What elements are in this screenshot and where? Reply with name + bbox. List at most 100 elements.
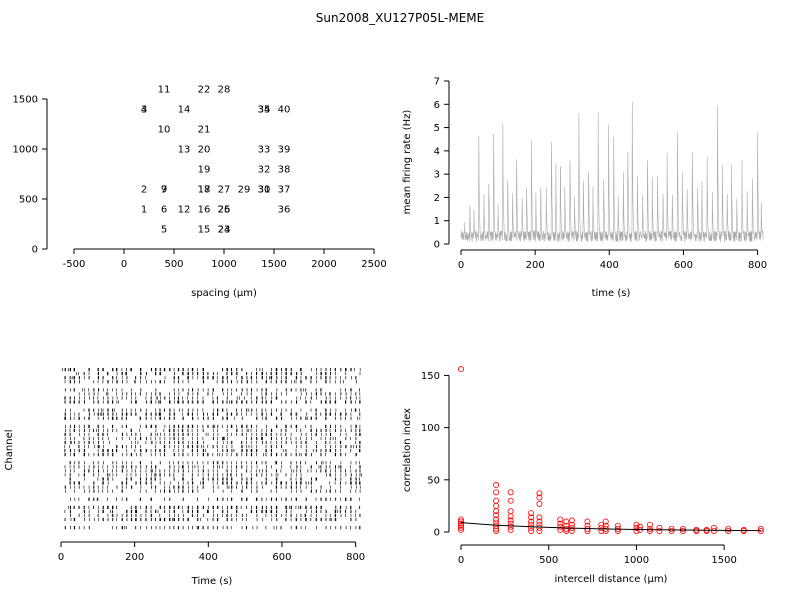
y-tick-label: 6	[434, 100, 440, 111]
y-tick-label: 0	[434, 528, 440, 539]
electrode-label: 7	[161, 185, 167, 196]
correlation-point	[536, 524, 543, 531]
electrode-label: 21	[198, 125, 211, 136]
electrode-label: 27	[218, 185, 231, 196]
x-tick-label: 0	[458, 555, 464, 566]
correlation-point	[646, 525, 653, 532]
correlation-point	[493, 525, 500, 532]
correlation-point	[710, 527, 717, 534]
correlation-point	[757, 525, 764, 532]
correlation-point	[568, 521, 575, 528]
correlation-point	[528, 518, 535, 525]
electrode-label: 38	[278, 165, 291, 176]
y-tick-label: 7	[434, 77, 440, 88]
x-tick-label: 2000	[311, 259, 336, 270]
x-tick-label: 800	[748, 260, 767, 271]
correlation-point	[507, 513, 514, 520]
correlation-point	[656, 524, 663, 531]
correlation-point	[493, 516, 500, 523]
x-tick-label: 1000	[624, 555, 649, 566]
firing-rate-line	[460, 101, 764, 243]
correlation-point	[457, 522, 464, 529]
electrode-label: 37	[278, 185, 291, 196]
x-tick-label: 1500	[261, 259, 286, 270]
y-axis-label: correlation index	[402, 408, 413, 492]
y-tick-label: 5	[434, 123, 440, 134]
electrode-label: 24	[218, 225, 231, 236]
electrode-label: 14	[178, 105, 191, 116]
electrode-label: 13	[178, 145, 191, 156]
x-tick-label: 0	[458, 260, 464, 271]
y-tick-label: 0	[434, 240, 440, 251]
correlation-point	[528, 527, 535, 534]
x-tick-label: 400	[600, 260, 619, 271]
correlation-point	[528, 524, 535, 531]
electrode-label: 22	[198, 85, 211, 96]
y-tick-label: 150	[421, 371, 440, 382]
electrode-label: 26	[218, 205, 231, 216]
correlation-point	[493, 489, 500, 496]
correlation-point	[536, 514, 543, 521]
raster-panel: 0 200 400 600 800 Time (s) Channel	[4, 368, 365, 587]
correlation-point	[457, 520, 464, 527]
correlation-point	[528, 514, 535, 521]
correlation-point	[507, 523, 514, 530]
fit-line	[460, 522, 761, 532]
firing-rate-panel: 0 200 400 600 800 0 1 2 3 4 5 6 7 time (s) mean firing…	[402, 77, 767, 300]
electrode-label: 39	[278, 145, 291, 156]
correlation-point	[693, 527, 700, 534]
electrode-label: 35	[258, 105, 271, 116]
x-axis-label: intercell distance (µm)	[555, 574, 668, 585]
correlation-point	[563, 525, 570, 532]
x-axis-label: time (s)	[592, 288, 631, 299]
x-tick-label: 600	[272, 552, 291, 563]
correlation-point	[602, 518, 609, 525]
electrode-label: 36	[278, 205, 291, 216]
x-axis-label: spacing (µm)	[191, 288, 257, 299]
correlation-point	[633, 527, 640, 534]
electrode-label: 23	[218, 225, 231, 236]
correlation-point	[668, 525, 675, 532]
correlation-point	[602, 527, 609, 534]
correlation-point	[457, 516, 464, 523]
y-tick-label: 3	[434, 170, 440, 181]
correlation-point	[557, 520, 564, 527]
correlation-point	[507, 497, 514, 504]
electrode-label: 4	[141, 105, 147, 116]
correlation-point	[507, 526, 514, 533]
correlation-point	[536, 500, 543, 507]
correlation-point	[493, 527, 500, 534]
electrode-label: 5	[161, 225, 167, 236]
electrode-label: 32	[258, 165, 271, 176]
correlation-point	[646, 527, 653, 534]
correlation-point	[493, 512, 500, 519]
y-tick-label: 2	[434, 193, 440, 204]
x-tick-label: -500	[63, 259, 86, 270]
x-tick-label: 500	[539, 555, 558, 566]
y-tick-label: 100	[421, 423, 440, 434]
electrode-label: 11	[158, 85, 171, 96]
electrode-label: 25	[218, 205, 231, 216]
correlation-point	[507, 489, 514, 496]
correlation-point	[493, 508, 500, 515]
correlation-point	[528, 521, 535, 528]
electrode-label: 33	[258, 145, 271, 156]
correlation-point	[584, 518, 591, 525]
correlation-point	[493, 482, 500, 489]
y-axis-label: Channel	[4, 429, 15, 470]
correlation-point	[598, 521, 605, 528]
correlation-point	[507, 508, 514, 515]
x-tick-label: 2500	[361, 259, 386, 270]
x-tick-label: 1500	[711, 555, 736, 566]
correlation-point	[557, 523, 564, 530]
electrode-label: 20	[198, 145, 211, 156]
x-axis-label: Time (s)	[191, 576, 233, 587]
correlation-point	[457, 526, 464, 533]
x-tick-label: 1000	[211, 259, 236, 270]
correlation-point	[568, 517, 575, 524]
correlation-point	[557, 516, 564, 523]
electrode-label: 18	[198, 185, 211, 196]
correlation-point	[457, 518, 464, 525]
correlation-point	[457, 524, 464, 531]
